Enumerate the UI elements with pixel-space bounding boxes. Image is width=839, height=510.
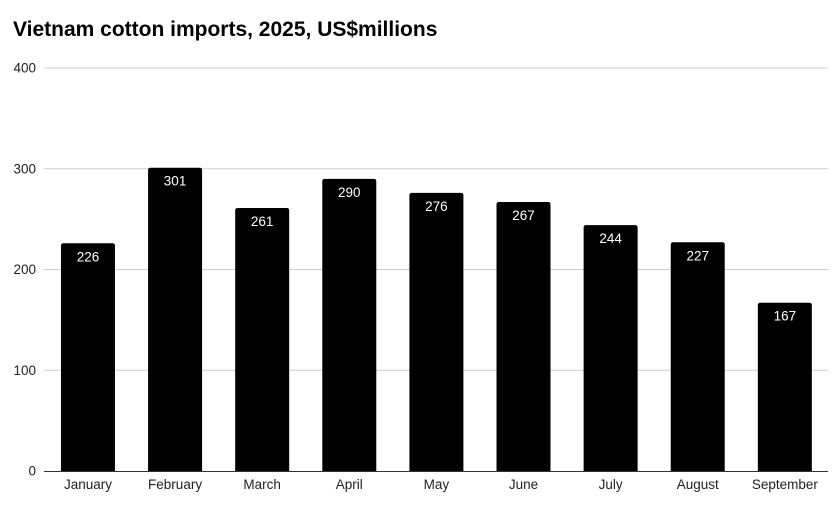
x-tick-label-september: September bbox=[752, 477, 819, 492]
bar-july bbox=[583, 225, 638, 471]
y-tick-label-400: 400 bbox=[13, 61, 36, 76]
x-tick-label-june: June bbox=[509, 477, 538, 492]
data-label-march: 261 bbox=[251, 214, 274, 229]
data-label-june: 267 bbox=[512, 208, 535, 223]
x-tick-label-july: July bbox=[599, 477, 623, 492]
y-tick-label-100: 100 bbox=[13, 363, 36, 378]
x-tick-label-january: January bbox=[64, 477, 112, 492]
data-label-february: 301 bbox=[164, 174, 187, 189]
data-label-july: 244 bbox=[599, 231, 622, 246]
y-tick-label-0: 0 bbox=[28, 464, 36, 479]
bar-august bbox=[670, 242, 725, 471]
bar-january bbox=[60, 243, 115, 471]
chart-title: Vietnam cotton imports, 2025, US$million… bbox=[13, 18, 438, 41]
bar-february bbox=[148, 167, 203, 471]
data-label-may: 276 bbox=[425, 199, 448, 214]
data-label-january: 226 bbox=[77, 249, 100, 264]
bar-june bbox=[496, 201, 551, 471]
bar-april bbox=[322, 178, 377, 471]
bars bbox=[60, 167, 812, 472]
bar-september bbox=[757, 302, 812, 471]
bar-may bbox=[409, 192, 464, 471]
x-axis-ticks: January February March April May June July Augu… bbox=[64, 477, 818, 492]
x-tick-label-may: May bbox=[424, 477, 450, 492]
y-tick-label-300: 300 bbox=[13, 161, 36, 176]
y-axis-ticks: 0 100 200 300 400 bbox=[13, 61, 36, 479]
x-tick-label-march: March bbox=[243, 477, 281, 492]
y-tick-label-200: 200 bbox=[13, 262, 36, 277]
x-tick-label-april: April bbox=[336, 477, 363, 492]
x-tick-label-august: August bbox=[677, 477, 719, 492]
data-labels: 226 301 261 290 276 267 244 227 167 bbox=[77, 174, 796, 324]
bar-march bbox=[235, 208, 290, 472]
x-tick-label-february: February bbox=[148, 477, 202, 492]
data-label-september: 167 bbox=[774, 309, 797, 324]
data-label-april: 290 bbox=[338, 185, 361, 200]
data-label-august: 227 bbox=[686, 248, 709, 263]
